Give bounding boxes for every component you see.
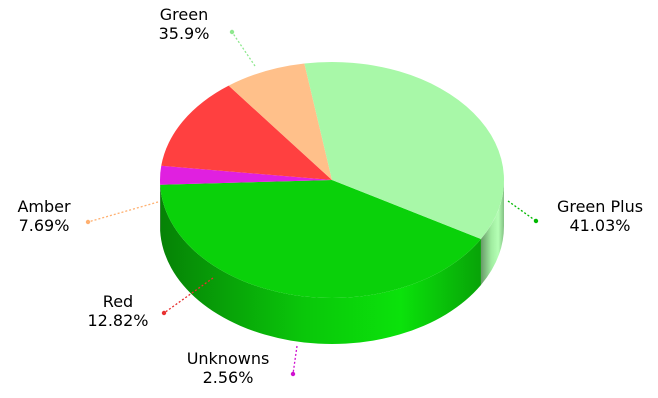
pie-slice-green[interactable] xyxy=(304,61,504,239)
leader-line-green xyxy=(231,31,256,67)
slice-value-label-unknowns: 2.56% xyxy=(203,368,254,387)
pie-slice-unknowns[interactable] xyxy=(159,165,332,185)
slice-label-green: Green xyxy=(160,5,208,24)
pie-slice-amber[interactable] xyxy=(228,63,332,180)
slice-label-red: Red xyxy=(103,292,133,311)
pie-slice-side-green-plus xyxy=(160,184,481,344)
slice-label-green-plus: Green Plus xyxy=(557,197,643,216)
slice-value-label-red: 12.82% xyxy=(87,311,148,330)
leader-dot-red xyxy=(161,310,167,316)
leader-line-unknowns xyxy=(292,345,298,375)
leader-dot-green xyxy=(229,29,235,35)
slice-value-label-amber: 7.69% xyxy=(19,216,70,235)
pie-slice-green-plus[interactable] xyxy=(160,180,481,298)
pie-slice-side-green xyxy=(480,180,504,285)
leader-line-layer xyxy=(85,29,539,377)
leader-dot-unknowns xyxy=(290,371,296,377)
slice-label-amber: Amber xyxy=(17,197,71,216)
leader-dot-amber xyxy=(85,219,91,225)
slice-value-label-green: 35.9% xyxy=(159,24,210,43)
slice-label-unknowns: Unknowns xyxy=(187,349,270,368)
pie-slice-red[interactable] xyxy=(161,85,332,180)
leader-line-green-plus xyxy=(507,200,537,222)
pie-top-layer xyxy=(159,61,504,298)
leader-dot-green-plus xyxy=(533,218,539,224)
pie-side-layer xyxy=(160,180,504,344)
slice-value-label-green-plus: 41.03% xyxy=(569,216,630,235)
leader-line-amber xyxy=(87,201,159,223)
